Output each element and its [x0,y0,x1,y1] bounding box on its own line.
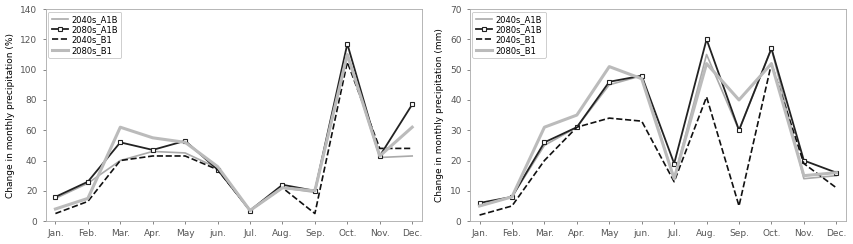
Y-axis label: Change in monthly precipitation (mm): Change in monthly precipitation (mm) [435,28,444,202]
Y-axis label: Change in monthly precipitation (%): Change in monthly precipitation (%) [6,33,15,198]
Legend: 2040s_A1B, 2080s_A1B, 2040s_B1, 2080s_B1: 2040s_A1B, 2080s_A1B, 2040s_B1, 2080s_B1 [48,11,121,58]
Legend: 2040s_A1B, 2080s_A1B, 2040s_B1, 2080s_B1: 2040s_A1B, 2080s_A1B, 2040s_B1, 2080s_B1 [472,11,545,58]
